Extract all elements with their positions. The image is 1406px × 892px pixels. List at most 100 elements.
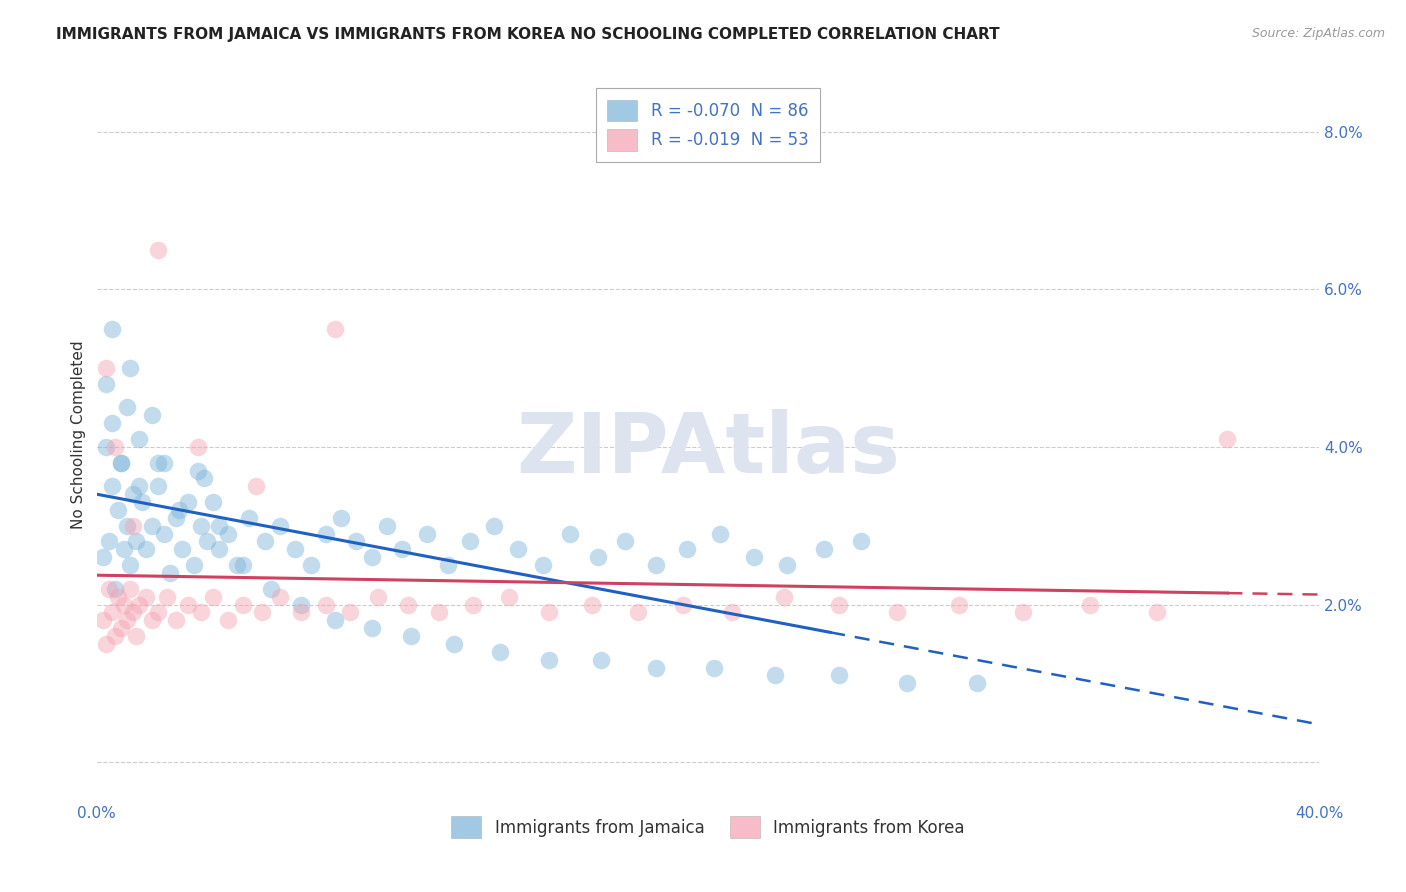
- Point: [159, 566, 181, 580]
- Point: [330, 511, 353, 525]
- Point: [672, 598, 695, 612]
- Point: [1216, 432, 1239, 446]
- Point: [315, 526, 337, 541]
- Y-axis label: No Schooling Completed: No Schooling Completed: [72, 341, 86, 529]
- Point: [709, 526, 731, 541]
- Point: [101, 321, 124, 335]
- Point: [91, 613, 114, 627]
- Point: [531, 558, 554, 573]
- Point: [101, 416, 124, 430]
- Point: [112, 542, 135, 557]
- Point: [581, 598, 603, 612]
- Point: [183, 558, 205, 573]
- Point: [104, 629, 127, 643]
- Point: [966, 676, 988, 690]
- Point: [167, 503, 190, 517]
- Point: [101, 606, 124, 620]
- Point: [232, 598, 254, 612]
- Point: [508, 542, 530, 557]
- Point: [217, 613, 239, 627]
- Point: [120, 582, 142, 596]
- Point: [396, 598, 419, 612]
- Point: [290, 606, 312, 620]
- Point: [153, 526, 176, 541]
- Point: [128, 598, 150, 612]
- Point: [125, 629, 148, 643]
- Text: ZIPAtlas: ZIPAtlas: [516, 409, 900, 491]
- Point: [186, 440, 208, 454]
- Point: [104, 582, 127, 596]
- Point: [401, 629, 423, 643]
- Point: [721, 606, 744, 620]
- Point: [110, 621, 132, 635]
- Point: [260, 582, 283, 596]
- Point: [128, 479, 150, 493]
- Point: [141, 409, 163, 423]
- Point: [146, 479, 169, 493]
- Point: [346, 534, 368, 549]
- Point: [849, 534, 872, 549]
- Point: [146, 606, 169, 620]
- Point: [427, 606, 450, 620]
- Point: [886, 606, 908, 620]
- Point: [208, 518, 231, 533]
- Point: [315, 598, 337, 612]
- Point: [141, 613, 163, 627]
- Point: [323, 613, 346, 627]
- Point: [489, 645, 512, 659]
- Point: [104, 440, 127, 454]
- Point: [122, 606, 145, 620]
- Point: [813, 542, 835, 557]
- Point: [560, 526, 582, 541]
- Point: [177, 598, 200, 612]
- Point: [763, 668, 786, 682]
- Point: [190, 606, 212, 620]
- Point: [97, 534, 120, 549]
- Point: [269, 590, 291, 604]
- Point: [416, 526, 439, 541]
- Point: [146, 243, 169, 257]
- Text: IMMIGRANTS FROM JAMAICA VS IMMIGRANTS FROM KOREA NO SCHOOLING COMPLETED CORRELAT: IMMIGRANTS FROM JAMAICA VS IMMIGRANTS FR…: [56, 27, 1000, 42]
- Point: [120, 361, 142, 376]
- Point: [107, 503, 129, 517]
- Point: [201, 590, 224, 604]
- Point: [110, 456, 132, 470]
- Point: [91, 550, 114, 565]
- Point: [195, 534, 218, 549]
- Point: [443, 637, 465, 651]
- Point: [94, 440, 117, 454]
- Point: [537, 606, 560, 620]
- Point: [135, 542, 157, 557]
- Point: [107, 590, 129, 604]
- Point: [645, 660, 668, 674]
- Legend: Immigrants from Jamaica, Immigrants from Korea: Immigrants from Jamaica, Immigrants from…: [444, 810, 972, 845]
- Point: [948, 598, 970, 612]
- Point: [156, 590, 179, 604]
- Point: [186, 463, 208, 477]
- Point: [165, 511, 187, 525]
- Point: [339, 606, 361, 620]
- Point: [245, 479, 267, 493]
- Point: [586, 550, 609, 565]
- Point: [1011, 606, 1033, 620]
- Point: [828, 598, 851, 612]
- Point: [112, 598, 135, 612]
- Point: [375, 518, 398, 533]
- Point: [360, 621, 382, 635]
- Point: [253, 534, 276, 549]
- Point: [458, 534, 481, 549]
- Point: [201, 495, 224, 509]
- Point: [703, 660, 725, 674]
- Point: [122, 487, 145, 501]
- Point: [141, 518, 163, 533]
- Point: [742, 550, 765, 565]
- Point: [128, 432, 150, 446]
- Point: [94, 376, 117, 391]
- Point: [110, 456, 132, 470]
- Point: [146, 456, 169, 470]
- Point: [614, 534, 637, 549]
- Point: [135, 590, 157, 604]
- Point: [115, 518, 138, 533]
- Point: [250, 606, 273, 620]
- Point: [1078, 598, 1101, 612]
